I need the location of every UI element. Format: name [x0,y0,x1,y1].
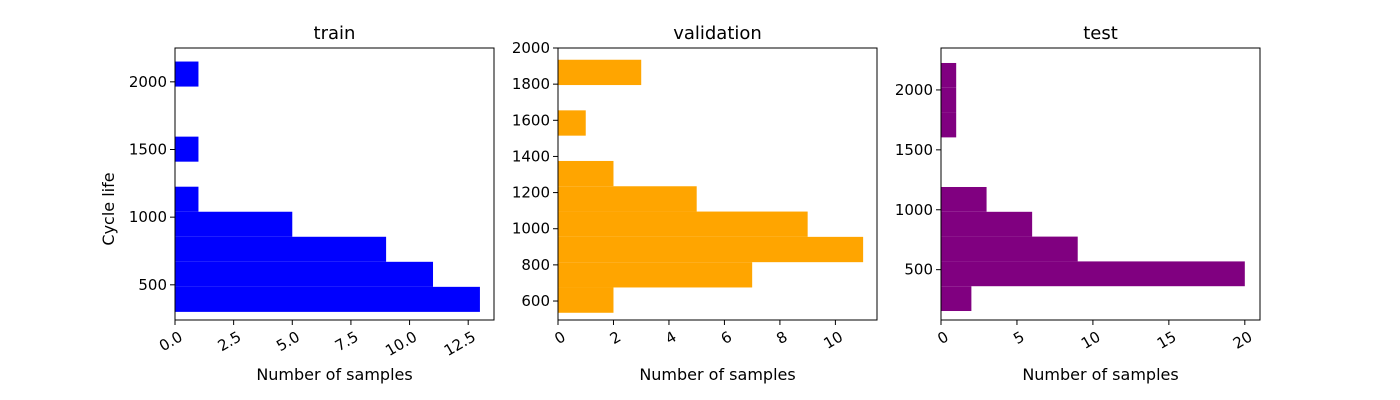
histogram-bar [941,261,1245,287]
histogram-bar [558,186,697,212]
x-tick-label: 10 [820,328,846,353]
x-tick-label: 8 [773,328,790,348]
histogram-bar [558,211,808,237]
plot-frame [557,47,878,321]
plot-frame [174,47,495,321]
histogram-bar [558,110,586,136]
y-tick-label: 600 [521,292,550,310]
histogram-bar [558,287,614,313]
histogram-bar [175,186,199,212]
y-tick-label: 2000 [895,81,933,99]
x-axis-label: Number of samples [256,365,412,384]
subplot-test: 0 5 10 15 20 500 1000 1500 2000 test Number of sam… [895,23,1261,384]
x-tick-label: 10.0 [382,328,420,360]
y-tick-label: 500 [138,276,167,294]
x-tick-label: 12.5 [441,328,479,360]
histogram-bar [175,61,199,87]
x-tick-label: 20 [1230,328,1256,353]
subplot-validation: 0 2 4 6 8 10 600 800 1000 1200 1400 1600 1800 2000 val… [512,23,878,384]
y-tick-label: 1600 [512,111,550,129]
histogram-bar [175,286,480,312]
histogram-bar [941,286,972,312]
histogram-bar [558,236,864,263]
x-tick-label: 2 [607,328,624,348]
x-tick-label: 0 [934,328,951,348]
histogram-bar [175,211,293,237]
y-tick-label: 1000 [129,208,167,226]
subplot-title: test [1083,23,1118,44]
plot-frame [940,47,1261,321]
histogram-bar [175,136,199,162]
x-tick-label: 15 [1154,328,1180,353]
histogram-bar [175,261,434,287]
x-tick-label: 0 [551,328,568,348]
x-tick-label: 0.0 [156,328,186,356]
y-axis-label: Cycle life [99,172,118,245]
subplot-title: train [314,23,356,44]
y-tick-label: 1500 [129,140,167,158]
histogram-bar [941,211,1033,237]
histogram-bar [558,160,614,187]
x-tick-label: 5 [1010,328,1027,348]
y-tick-label: 2000 [512,39,550,57]
histogram-bar [175,236,387,262]
y-tick-label: 1500 [895,141,933,159]
y-tick-label: 2000 [129,73,167,91]
histogram-bar [941,62,957,88]
y-tick-label: 500 [904,261,933,279]
histogram-bar [941,112,957,138]
histogram-bar [558,59,642,86]
x-tick-label: 10 [1078,328,1104,353]
x-tick-label: 4 [662,328,679,348]
histogram-bar [558,262,753,288]
histogram-bar [941,186,987,212]
histogram-bar [941,236,1078,262]
y-tick-label: 1000 [895,201,933,219]
y-tick-label: 1000 [512,220,550,238]
x-tick-label: 2.5 [215,328,245,356]
subplot-train: 0.0 2.5 5.0 7.5 10.0 12.5 500 1000 1500 2000 train… [99,23,495,384]
x-tick-label: 6 [718,328,735,348]
histogram-bar [941,87,957,113]
y-tick-label: 1200 [512,184,550,202]
subplot-title: validation [673,23,762,44]
x-axis-label: Number of samples [1022,365,1178,384]
x-tick-label: 7.5 [332,328,362,356]
x-tick-label: 5.0 [273,328,303,356]
y-tick-label: 1400 [512,147,550,165]
x-axis-label: Number of samples [639,365,795,384]
y-tick-label: 1800 [512,75,550,93]
y-tick-label: 800 [521,256,550,274]
